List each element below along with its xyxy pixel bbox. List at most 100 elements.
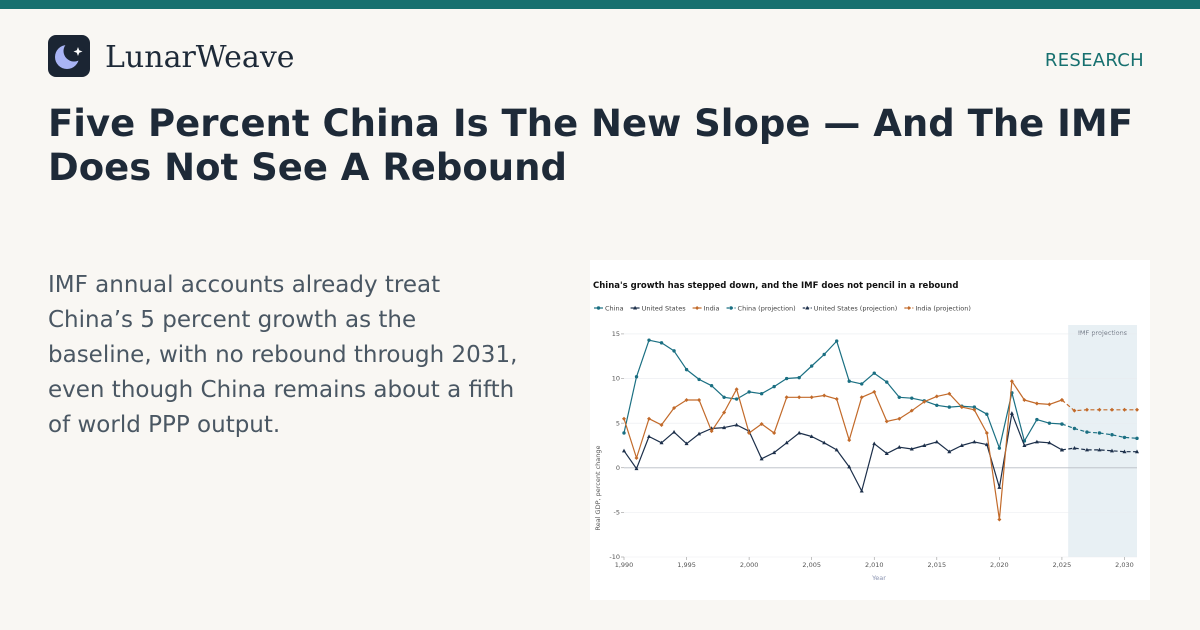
data-point-china-projection — [1097, 431, 1102, 435]
data-point-united-states — [647, 434, 652, 439]
data-point-india — [622, 416, 626, 421]
x-tick-label: 2,000 — [740, 561, 759, 569]
data-point-india — [909, 408, 914, 413]
data-point-united-states — [859, 488, 864, 493]
y-tick-label: -10 — [609, 553, 620, 561]
data-point-india — [1034, 401, 1039, 406]
data-point-united-states — [772, 450, 777, 455]
x-tick-label: 1,990 — [615, 561, 634, 569]
data-point-china — [822, 352, 826, 357]
data-point-india-projection — [1097, 407, 1102, 412]
data-point-india — [884, 419, 889, 424]
series-line-united-states — [623, 412, 1063, 492]
data-point-united-states-projection — [1109, 448, 1114, 453]
data-point-china — [697, 377, 701, 382]
data-point-india — [697, 397, 702, 402]
brand-name[interactable]: LunarWeave — [105, 40, 295, 75]
data-point-china — [709, 383, 714, 388]
data-point-india — [959, 405, 964, 410]
data-point-united-states — [759, 456, 764, 461]
data-point-china-projection — [1085, 430, 1089, 434]
data-point-united-states — [972, 439, 977, 444]
summary-text: IMF annual accounts already treat China’… — [48, 272, 518, 438]
data-point-india — [809, 395, 814, 400]
data-point-india — [859, 395, 864, 400]
legend-label: China (projection) — [738, 304, 796, 312]
data-point-china — [759, 392, 764, 396]
legend-marker — [805, 305, 810, 310]
projection-band-label: IMF projections — [1078, 329, 1128, 337]
data-point-united-states — [922, 443, 927, 447]
data-point-united-states-projection — [1122, 449, 1127, 454]
data-point-united-states — [809, 434, 814, 439]
data-point-united-states — [697, 431, 702, 436]
data-point-india — [659, 422, 664, 427]
data-point-china — [1047, 421, 1052, 425]
data-point-united-states — [1009, 411, 1014, 415]
data-point-united-states — [959, 443, 964, 447]
brand-logo[interactable] — [48, 35, 90, 77]
data-point-united-states — [984, 442, 989, 447]
data-point-united-states — [784, 440, 789, 445]
growth-chart: China's growth has stepped down, and the… — [593, 281, 1139, 582]
legend-label: India (projection) — [915, 304, 971, 312]
data-point-united-states — [909, 446, 914, 451]
data-point-india — [947, 391, 952, 396]
data-point-china — [734, 397, 739, 401]
data-point-india — [747, 430, 752, 435]
legend-marker — [906, 306, 911, 310]
legend-item-china: China — [594, 304, 624, 312]
data-point-united-states — [672, 429, 677, 434]
data-point-united-states — [722, 425, 727, 430]
data-point-china — [947, 405, 952, 409]
data-point-india — [684, 397, 689, 402]
data-point-india-projection — [1059, 397, 1064, 402]
legend-label: United States — [642, 304, 687, 312]
data-point-india-projection — [1122, 407, 1127, 412]
data-point-united-states — [834, 447, 839, 452]
data-point-india — [934, 394, 939, 399]
y-tick-label: 5 — [616, 419, 620, 427]
legend-item-india-projection: India (projection) — [904, 304, 971, 312]
data-point-china-projection — [1060, 422, 1064, 426]
data-point-china — [985, 412, 989, 416]
crescent-moon-sparkle-icon — [55, 40, 85, 69]
legend-item-united-states-projection: United States (projection) — [802, 304, 898, 312]
data-point-india — [922, 399, 927, 404]
data-point-china — [672, 349, 676, 353]
legend-label: China — [605, 304, 624, 312]
y-tick-label: -5 — [614, 509, 620, 517]
data-point-united-states — [734, 422, 739, 427]
x-tick-label: 2,010 — [865, 561, 884, 569]
data-point-china — [659, 341, 664, 345]
data-point-united-states — [1047, 440, 1052, 445]
section-label[interactable]: RESEARCH — [1044, 50, 1144, 71]
data-point-china — [1035, 417, 1039, 422]
legend-item-united-states: United States — [630, 304, 687, 312]
data-point-united-states — [634, 466, 639, 471]
data-point-united-states — [872, 441, 877, 446]
x-tick-label: 2,020 — [990, 561, 1009, 569]
data-point-united-states-projection — [1059, 447, 1064, 452]
data-point-china — [797, 375, 801, 380]
legend-item-china-projection: China (projection) — [726, 304, 796, 312]
data-point-india-projection — [1135, 407, 1139, 412]
data-point-united-states — [622, 448, 626, 453]
legend-marker — [695, 306, 700, 310]
data-point-india — [784, 395, 789, 400]
series-line-china — [623, 339, 1062, 449]
data-point-china — [885, 380, 889, 384]
data-point-india — [672, 405, 677, 410]
x-tick-label: 2,015 — [928, 561, 947, 569]
data-point-india-projection — [1072, 408, 1077, 413]
data-point-united-states-projection — [1072, 445, 1077, 450]
headline: Five Percent China Is The New Slope — An… — [48, 102, 1134, 189]
data-point-india — [709, 429, 714, 434]
series-line-india — [623, 380, 1063, 521]
top-accent-bar — [0, 0, 1200, 9]
data-point-china — [972, 405, 977, 409]
legend-label: United States (projection) — [814, 304, 898, 312]
data-point-india — [734, 387, 739, 392]
data-point-india — [872, 389, 877, 394]
data-point-china-projection — [1110, 433, 1114, 437]
